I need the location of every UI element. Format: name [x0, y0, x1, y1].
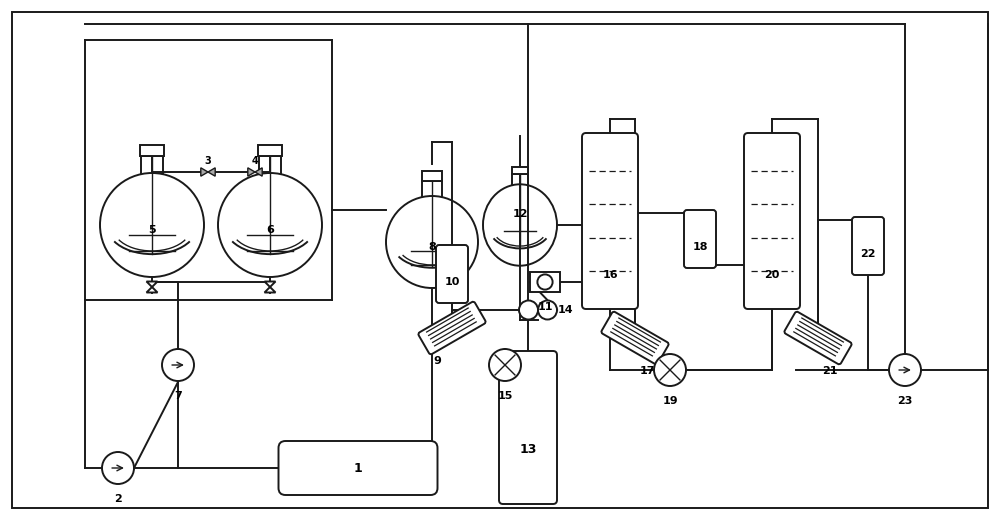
Text: 4: 4 — [252, 156, 258, 166]
Text: 1: 1 — [354, 462, 362, 474]
Bar — [530, 272, 560, 292]
Polygon shape — [147, 287, 158, 293]
Text: 10: 10 — [444, 277, 460, 287]
Text: 20: 20 — [764, 270, 780, 280]
Text: 15: 15 — [497, 391, 513, 401]
Circle shape — [489, 349, 521, 381]
Circle shape — [538, 301, 557, 319]
Text: 21: 21 — [822, 366, 838, 376]
Circle shape — [102, 452, 134, 484]
Text: 22: 22 — [860, 249, 876, 259]
Text: 17: 17 — [639, 366, 655, 376]
Polygon shape — [255, 168, 262, 176]
Circle shape — [162, 349, 194, 381]
Text: 3: 3 — [205, 156, 211, 166]
Text: 16: 16 — [602, 270, 618, 280]
Bar — [512, 166, 528, 174]
Text: 8: 8 — [428, 242, 436, 252]
Text: 9: 9 — [433, 356, 441, 366]
Polygon shape — [201, 168, 208, 176]
Text: 11: 11 — [537, 302, 553, 312]
FancyBboxPatch shape — [784, 311, 852, 365]
Circle shape — [519, 301, 538, 319]
FancyBboxPatch shape — [499, 351, 557, 504]
Text: 19: 19 — [662, 396, 678, 406]
Text: 7: 7 — [174, 391, 182, 401]
FancyBboxPatch shape — [744, 133, 800, 309]
Circle shape — [537, 275, 553, 290]
FancyBboxPatch shape — [684, 210, 716, 268]
Text: 5: 5 — [148, 225, 156, 235]
Circle shape — [889, 354, 921, 386]
FancyBboxPatch shape — [601, 311, 669, 365]
FancyBboxPatch shape — [582, 133, 638, 309]
Bar — [258, 145, 282, 157]
FancyBboxPatch shape — [418, 302, 486, 354]
Text: 14: 14 — [558, 305, 573, 315]
Text: 12: 12 — [512, 209, 528, 219]
Polygon shape — [208, 168, 215, 176]
Bar — [422, 171, 442, 181]
Bar — [140, 145, 164, 157]
Text: 18: 18 — [692, 242, 708, 252]
FancyBboxPatch shape — [436, 245, 468, 303]
Text: 2: 2 — [114, 494, 122, 504]
Polygon shape — [147, 281, 158, 287]
Polygon shape — [265, 281, 276, 287]
Polygon shape — [248, 168, 255, 176]
Polygon shape — [265, 287, 276, 293]
Circle shape — [654, 354, 686, 386]
Text: 23: 23 — [897, 396, 913, 406]
Text: 6: 6 — [266, 225, 274, 235]
Text: 13: 13 — [519, 443, 537, 456]
FancyBboxPatch shape — [852, 217, 884, 275]
FancyBboxPatch shape — [279, 441, 438, 495]
